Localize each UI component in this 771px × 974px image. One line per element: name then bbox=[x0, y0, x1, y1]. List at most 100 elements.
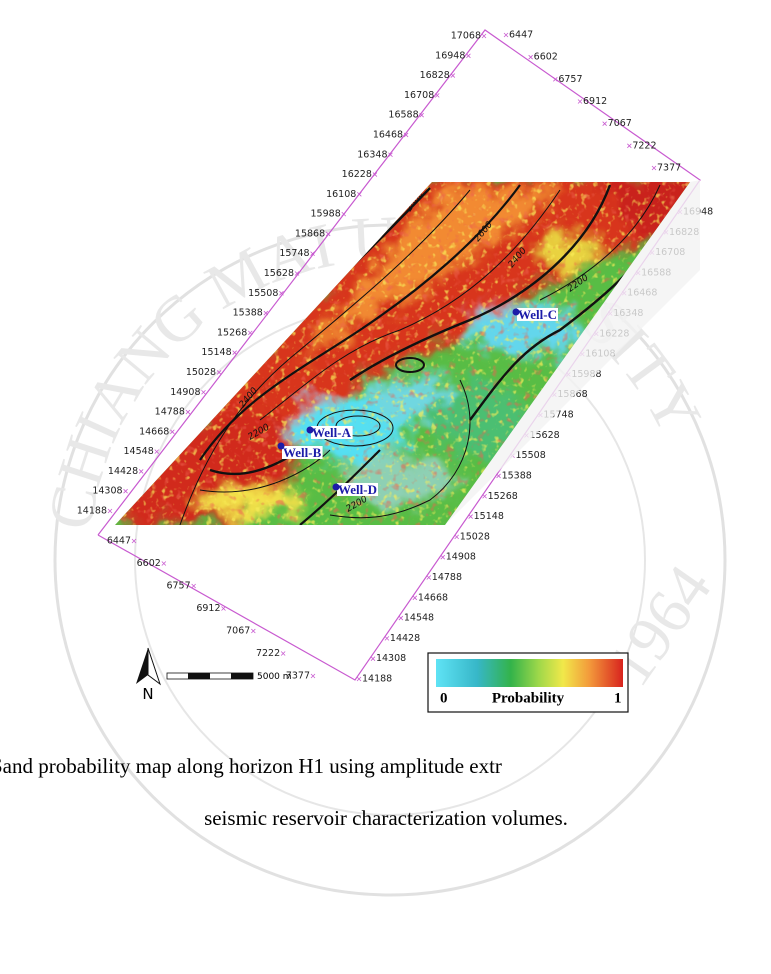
edge-label: 6912 bbox=[196, 603, 220, 614]
edge-label: 15148 bbox=[201, 347, 231, 358]
well-label: Well-B bbox=[283, 445, 322, 460]
edge-label: 14548 bbox=[124, 446, 154, 457]
tick-mark bbox=[496, 473, 501, 479]
legend-max: 1 bbox=[614, 690, 622, 706]
tick-mark bbox=[247, 330, 253, 336]
edge-label: 15628 bbox=[529, 430, 559, 441]
tick-mark bbox=[191, 583, 196, 589]
edge-label: 14908 bbox=[446, 552, 476, 563]
tick-mark bbox=[279, 291, 284, 296]
well-label: Well-D bbox=[338, 482, 377, 497]
edge-label: 6602 bbox=[137, 558, 161, 569]
tick-mark bbox=[154, 449, 160, 454]
edge-label: 14668 bbox=[139, 426, 169, 437]
well-label-background bbox=[337, 482, 378, 496]
tick-mark bbox=[310, 673, 316, 679]
tick-mark bbox=[161, 561, 167, 566]
edge-label: 16108 bbox=[326, 189, 356, 200]
edge-label: 15988 bbox=[311, 209, 341, 220]
tick-mark bbox=[170, 429, 175, 435]
edge-label: 16588 bbox=[388, 110, 418, 121]
edge-label: 15508 bbox=[248, 288, 278, 299]
edge-label: 16468 bbox=[373, 129, 403, 140]
edge-label: 15028 bbox=[460, 531, 490, 542]
tick-mark bbox=[503, 32, 509, 38]
tick-mark bbox=[356, 676, 362, 682]
edge-label: 14428 bbox=[390, 633, 420, 644]
edge-label: 6447 bbox=[509, 30, 533, 41]
tick-mark bbox=[426, 575, 432, 580]
tick-mark bbox=[216, 370, 222, 375]
well-label-background bbox=[517, 307, 558, 321]
caption-line: Sand probability map along horizon H1 us… bbox=[0, 754, 502, 778]
well-marker bbox=[512, 308, 520, 316]
wells: Well-A Well-B Well-C Well-D bbox=[277, 307, 558, 497]
edge-label: 7222 bbox=[256, 648, 280, 659]
tick-mark bbox=[403, 132, 409, 138]
tick-mark bbox=[310, 251, 315, 256]
tick-mark bbox=[185, 409, 191, 415]
edge-label: 16228 bbox=[342, 169, 372, 180]
edge-label: 7377 bbox=[657, 163, 681, 174]
well-label-background bbox=[311, 425, 353, 439]
well-marker bbox=[332, 483, 340, 491]
edge-label: 7222 bbox=[632, 140, 656, 151]
edge-label: 16828 bbox=[420, 70, 450, 81]
tick-mark bbox=[419, 112, 424, 118]
tick-mark bbox=[602, 121, 607, 126]
tick-mark bbox=[440, 554, 446, 560]
well-label: Well-C bbox=[518, 307, 557, 322]
edge-label: 15148 bbox=[474, 511, 504, 522]
tick-mark bbox=[294, 271, 300, 276]
tick-mark bbox=[466, 53, 471, 59]
edge-label: 6757 bbox=[166, 581, 190, 592]
legend-colorbar bbox=[436, 659, 623, 687]
edge-label: 7067 bbox=[608, 118, 632, 129]
legend: 0 Probability 1 bbox=[427, 652, 629, 713]
tick-mark bbox=[221, 606, 226, 611]
tick-mark bbox=[528, 54, 533, 60]
edge-label: 15628 bbox=[264, 268, 294, 279]
tick-mark bbox=[232, 350, 237, 355]
edge-label: 16348 bbox=[357, 149, 387, 160]
edge-label: 14548 bbox=[404, 613, 434, 624]
edge-label: 14428 bbox=[108, 466, 138, 477]
tick-mark bbox=[107, 508, 113, 514]
scale-bar: 5000 m bbox=[166, 672, 292, 682]
north-label: N bbox=[142, 685, 153, 703]
tick-mark bbox=[651, 165, 657, 171]
edge-label: 14668 bbox=[418, 592, 448, 603]
tick-mark bbox=[263, 310, 269, 316]
tick-mark bbox=[482, 493, 487, 499]
edge-label: 14308 bbox=[92, 486, 122, 497]
edge-label: 14788 bbox=[155, 407, 185, 418]
tick-mark bbox=[434, 93, 440, 98]
well-marker bbox=[306, 426, 314, 434]
tick-mark bbox=[341, 211, 347, 217]
edge-label: 7067 bbox=[226, 626, 250, 637]
well-label-background bbox=[282, 445, 323, 459]
edge-label: 15268 bbox=[488, 491, 518, 502]
edge-label: 14188 bbox=[362, 674, 392, 685]
tick-mark bbox=[280, 651, 286, 656]
well-marker bbox=[277, 442, 285, 450]
tick-mark bbox=[481, 33, 487, 39]
tick-mark bbox=[370, 656, 376, 661]
edge-label: 7377 bbox=[286, 671, 310, 682]
edge-label: 15388 bbox=[502, 470, 532, 481]
tick-mark bbox=[450, 73, 456, 78]
tick-mark bbox=[454, 534, 459, 540]
tick-mark bbox=[468, 514, 473, 519]
edge-label: 16948 bbox=[435, 50, 465, 61]
tick-mark bbox=[123, 488, 128, 494]
edge-label: 15868 bbox=[295, 228, 325, 239]
edge-label: 15028 bbox=[186, 367, 216, 378]
edge-label: 6602 bbox=[534, 52, 558, 63]
tick-mark bbox=[627, 143, 632, 149]
edge-label: 15748 bbox=[543, 410, 573, 421]
tick-mark bbox=[412, 595, 418, 601]
edge-label: 17068 bbox=[451, 31, 481, 42]
tick-mark bbox=[357, 192, 362, 197]
